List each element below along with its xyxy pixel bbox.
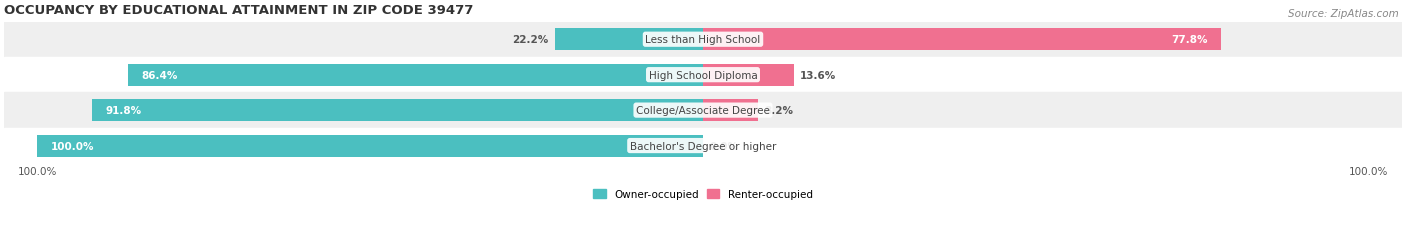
Bar (555, 29, 703, 51)
Text: 13.6%: 13.6% (800, 70, 837, 80)
Legend: Owner-occupied, Renter-occupied: Owner-occupied, Renter-occupied (589, 185, 817, 204)
Text: Bachelor's Degree or higher: Bachelor's Degree or higher (630, 141, 776, 151)
Bar (4, 58, 1402, 93)
Bar (4, 128, 1402, 164)
Text: High School Diploma: High School Diploma (648, 70, 758, 80)
Text: 22.2%: 22.2% (512, 35, 548, 45)
Text: 100.0%: 100.0% (51, 141, 94, 151)
Text: 91.8%: 91.8% (105, 106, 142, 116)
Bar (703, 64, 793, 86)
Text: 86.4%: 86.4% (141, 70, 177, 80)
Bar (4, 22, 1402, 58)
Text: Source: ZipAtlas.com: Source: ZipAtlas.com (1288, 9, 1399, 19)
Text: 77.8%: 77.8% (1171, 35, 1208, 45)
Bar (128, 64, 703, 86)
Bar (703, 100, 758, 122)
Text: 0.0%: 0.0% (710, 141, 738, 151)
Bar (703, 29, 1220, 51)
Text: OCCUPANCY BY EDUCATIONAL ATTAINMENT IN ZIP CODE 39477: OCCUPANCY BY EDUCATIONAL ATTAINMENT IN Z… (4, 4, 474, 17)
Text: College/Associate Degree: College/Associate Degree (636, 106, 770, 116)
Bar (38, 135, 703, 157)
Bar (91, 100, 703, 122)
Bar (4, 93, 1402, 128)
Text: 8.2%: 8.2% (765, 106, 793, 116)
Text: Less than High School: Less than High School (645, 35, 761, 45)
